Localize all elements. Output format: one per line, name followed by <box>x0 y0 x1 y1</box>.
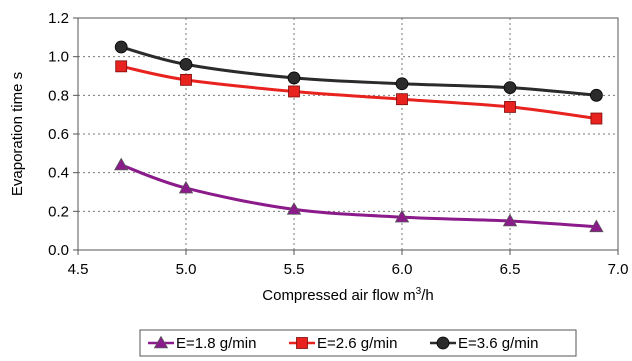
y-tick-label: 1.2 <box>48 10 69 27</box>
series-line <box>120 163 597 229</box>
data-point <box>287 71 301 85</box>
x-tick-label: 5.5 <box>284 261 305 278</box>
grid-lines <box>78 18 618 250</box>
x-axis-label-tail: /h <box>421 287 434 304</box>
y-tick-label: 0.4 <box>48 165 69 182</box>
y-tick-label: 0.6 <box>48 126 69 143</box>
legend-marker <box>296 337 308 349</box>
series-3 <box>114 40 603 102</box>
data-point <box>503 81 517 94</box>
legend-item: E=2.6 g/min <box>289 335 397 352</box>
data-point <box>590 88 603 102</box>
legend-label: E=1.8 g/min <box>176 335 256 352</box>
series-line <box>120 45 597 97</box>
legend-items: E=1.8 g/min E=2.6 g/min E=3.6 g/min <box>148 335 538 352</box>
data-point <box>180 73 192 86</box>
y-tick-label: 1.0 <box>48 49 69 66</box>
x-tick-label: 7.0 <box>608 261 629 278</box>
data-point <box>394 209 410 223</box>
data-point <box>396 93 408 106</box>
x-axis-label: Compressed air flow m3/h <box>262 286 433 304</box>
x-tick-label: 5.0 <box>176 261 197 278</box>
legend-item: E=3.6 g/min <box>430 335 538 352</box>
data-point <box>114 40 128 54</box>
series-layer <box>114 40 604 233</box>
series-line <box>120 64 597 120</box>
legend-box <box>139 329 577 357</box>
legend-label: E=2.6 g/min <box>317 335 397 352</box>
data-point <box>504 101 516 113</box>
x-tick-label: 4.5 <box>68 261 89 278</box>
data-point <box>115 60 128 73</box>
data-point <box>179 58 193 71</box>
data-point <box>114 157 129 171</box>
y-tick-label: 0.0 <box>48 242 69 259</box>
y-axis-label: Evaporation time s <box>9 72 26 196</box>
axis-ticks: 4.5 5.0 5.5 6.0 6.5 7.0 0.0 0.2 0.4 0.6 0.8 1.0 1.2 <box>48 10 628 278</box>
data-point <box>589 219 604 233</box>
series-1 <box>114 157 604 233</box>
legend: E=1.8 g/min E=2.6 g/min E=3.6 g/min <box>139 329 577 357</box>
data-point <box>178 180 194 194</box>
series-2 <box>115 60 603 125</box>
y-tick-label: 0.2 <box>48 203 69 220</box>
data-point <box>590 112 603 125</box>
data-point <box>288 85 300 98</box>
data-point <box>395 77 409 91</box>
x-tick-label: 6.5 <box>500 261 521 278</box>
legend-marker <box>436 336 450 350</box>
data-point <box>502 213 518 227</box>
y-tick-label: 0.8 <box>48 87 69 104</box>
legend-label: E=3.6 g/min <box>458 335 538 352</box>
legend-marker <box>153 335 169 349</box>
legend-item: E=1.8 g/min <box>148 335 256 352</box>
x-axis-label-superscript: 3 <box>416 286 422 297</box>
x-axis-label-main: Compressed air flow m <box>262 287 415 304</box>
x-tick-label: 6.0 <box>392 261 413 278</box>
data-point <box>286 202 302 215</box>
